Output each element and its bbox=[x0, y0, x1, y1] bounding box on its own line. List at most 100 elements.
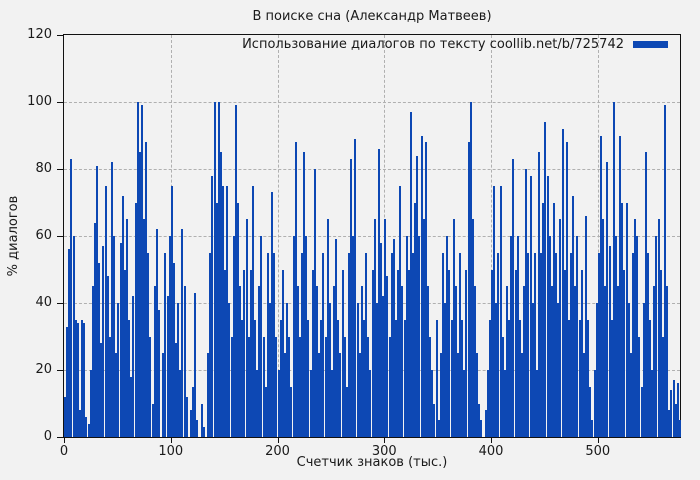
bar bbox=[614, 236, 617, 437]
bar bbox=[659, 269, 662, 437]
legend-label: Использование диалогов по тексту coollib… bbox=[242, 37, 624, 52]
bar bbox=[202, 426, 205, 437]
bar bbox=[254, 319, 256, 437]
y-tick-mark bbox=[57, 102, 63, 103]
bar bbox=[437, 420, 440, 437]
bar bbox=[277, 370, 280, 437]
y-tick-label: 20 bbox=[35, 362, 52, 377]
bar bbox=[337, 319, 340, 437]
bar bbox=[236, 202, 239, 437]
bar bbox=[495, 303, 498, 437]
bar bbox=[328, 303, 331, 437]
bar bbox=[209, 252, 212, 437]
bar bbox=[461, 319, 464, 437]
bar bbox=[356, 303, 359, 437]
bar bbox=[529, 175, 532, 437]
bar bbox=[288, 336, 291, 437]
bar bbox=[354, 138, 357, 437]
bar bbox=[392, 239, 395, 437]
bar bbox=[106, 276, 109, 437]
bar bbox=[271, 192, 274, 437]
bar bbox=[360, 286, 363, 437]
bar bbox=[247, 336, 250, 437]
bar bbox=[604, 286, 607, 437]
bar bbox=[100, 343, 103, 437]
bar bbox=[358, 353, 361, 437]
bar bbox=[474, 286, 476, 437]
bar bbox=[454, 286, 457, 437]
plot-area: Использование диалогов по тексту coollib… bbox=[63, 34, 681, 438]
bar bbox=[388, 336, 391, 437]
bar bbox=[516, 236, 519, 437]
bar bbox=[369, 370, 372, 437]
bar bbox=[525, 169, 528, 437]
bar bbox=[83, 323, 86, 437]
bar bbox=[333, 286, 335, 437]
bar bbox=[435, 319, 438, 437]
bar bbox=[339, 353, 342, 437]
bar bbox=[508, 319, 511, 437]
bar bbox=[153, 286, 156, 437]
bar bbox=[567, 319, 570, 437]
bar bbox=[672, 380, 675, 437]
bar bbox=[125, 219, 128, 437]
bar bbox=[591, 420, 594, 437]
bar bbox=[303, 152, 306, 437]
x-tick-mark bbox=[277, 438, 279, 443]
bar bbox=[128, 319, 131, 437]
bar bbox=[102, 246, 105, 437]
bar bbox=[405, 236, 408, 437]
bar bbox=[307, 319, 310, 437]
bar bbox=[412, 252, 414, 437]
bar bbox=[557, 303, 560, 437]
bar bbox=[499, 185, 502, 437]
bar bbox=[330, 370, 333, 437]
bar bbox=[85, 416, 88, 437]
y-tick-label: 40 bbox=[35, 295, 52, 310]
bar bbox=[162, 353, 165, 437]
bar bbox=[501, 336, 504, 437]
bar bbox=[538, 152, 540, 437]
gridline-horizontal bbox=[64, 102, 680, 103]
bar bbox=[610, 319, 613, 437]
bar bbox=[68, 249, 71, 437]
bar bbox=[155, 229, 158, 437]
bar bbox=[117, 303, 120, 437]
bar bbox=[574, 286, 577, 437]
x-tick-label: 100 bbox=[158, 444, 184, 459]
bar bbox=[74, 319, 77, 437]
y-tick-label: 60 bbox=[35, 228, 52, 243]
bar bbox=[644, 152, 647, 437]
bar bbox=[170, 185, 173, 437]
bar bbox=[367, 336, 370, 437]
bar bbox=[578, 319, 581, 437]
bar bbox=[670, 390, 673, 437]
bar bbox=[266, 252, 269, 437]
bar bbox=[226, 185, 229, 437]
bar bbox=[76, 323, 79, 437]
bar bbox=[164, 252, 167, 437]
x-tick-label: 200 bbox=[265, 444, 290, 459]
y-tick-mark bbox=[57, 236, 63, 237]
bar bbox=[585, 215, 587, 437]
bar bbox=[311, 269, 314, 437]
bar bbox=[350, 158, 353, 437]
bar bbox=[651, 370, 654, 437]
bar bbox=[234, 105, 237, 437]
bar bbox=[572, 195, 575, 437]
y-tick-mark bbox=[57, 169, 63, 170]
bar bbox=[251, 185, 254, 437]
bar bbox=[540, 252, 543, 437]
bar bbox=[322, 252, 325, 437]
bar bbox=[305, 236, 308, 437]
bar bbox=[595, 303, 598, 437]
bar bbox=[478, 403, 481, 437]
bar bbox=[666, 286, 669, 437]
bar bbox=[450, 319, 453, 437]
bar bbox=[213, 102, 216, 437]
bar bbox=[555, 252, 558, 437]
gridline-horizontal bbox=[64, 169, 680, 170]
bar bbox=[597, 252, 600, 437]
y-tick-mark bbox=[57, 437, 63, 438]
bar bbox=[320, 319, 323, 437]
